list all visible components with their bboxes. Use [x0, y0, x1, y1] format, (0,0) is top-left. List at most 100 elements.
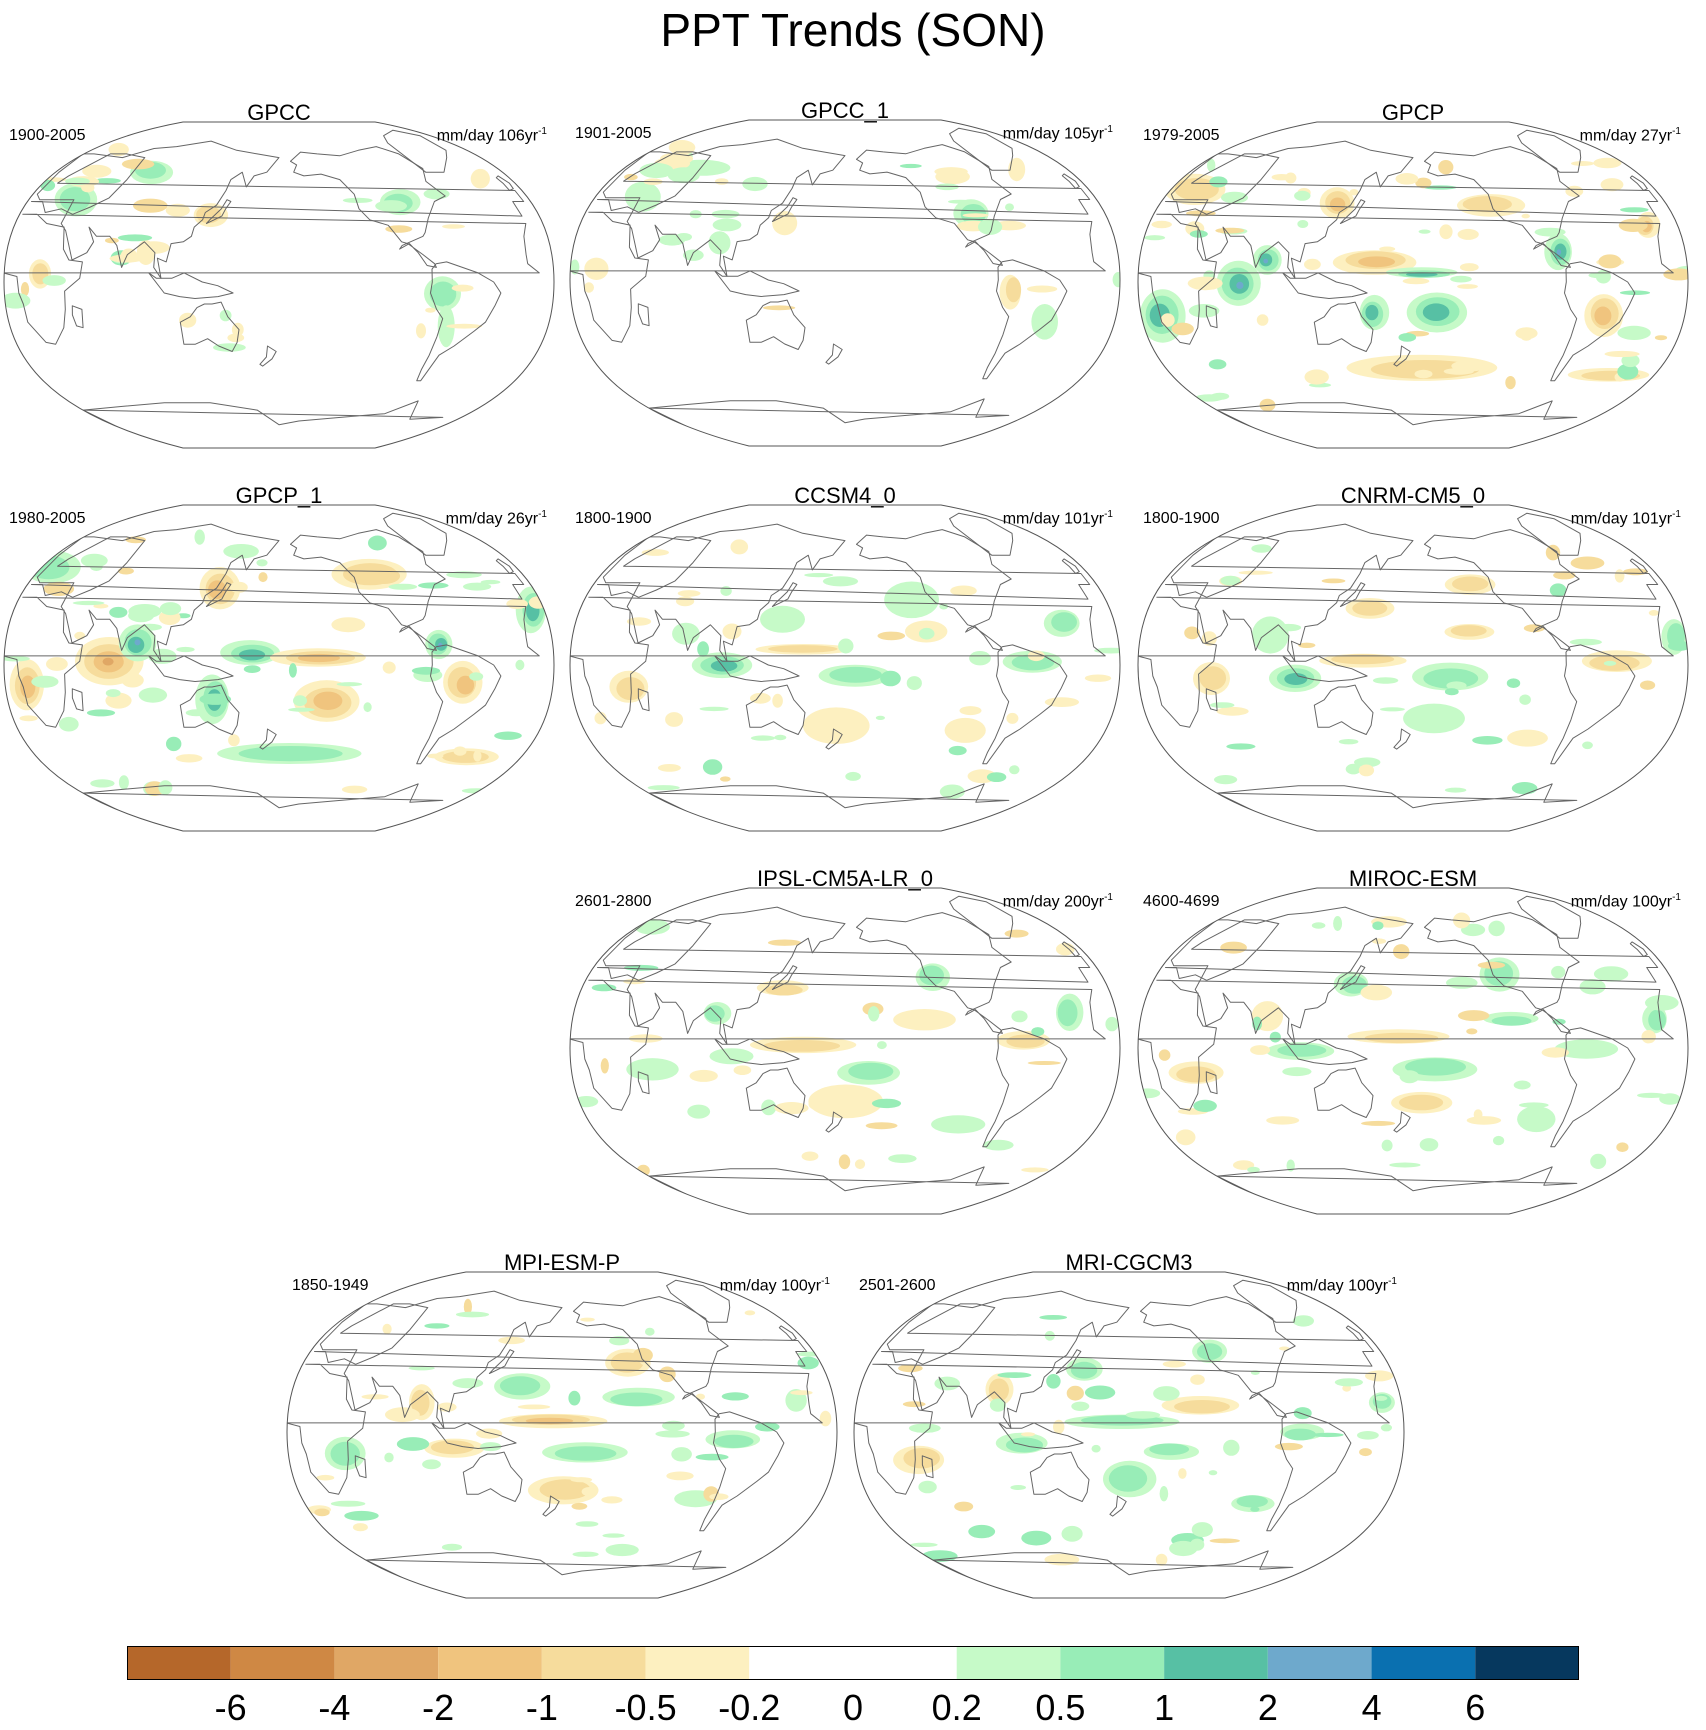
trend-patch [935, 169, 970, 185]
coastline-africa [570, 979, 1106, 1111]
trend-patch [1399, 1070, 1420, 1084]
trend-blob [470, 168, 490, 189]
trend-patch [1321, 578, 1346, 584]
coastline-south-america [1550, 261, 1636, 382]
trend-patch [368, 535, 387, 551]
panel-units: mm/day 100yr-1 [1571, 888, 1681, 912]
trend-patch [983, 1139, 1014, 1151]
trend-patch [1044, 697, 1079, 707]
trend-patch [1545, 544, 1561, 561]
trend-patch [1138, 1088, 1161, 1099]
trend-patch [427, 753, 444, 759]
trend-patch [93, 178, 121, 184]
trend-blob [313, 691, 343, 710]
trend-patch [978, 218, 1003, 235]
coastline-south-america [1550, 1027, 1636, 1148]
coastline-europe-asia-west [597, 536, 1091, 600]
trend-patch [1105, 1016, 1119, 1032]
trend-patch [1553, 571, 1576, 580]
trend-blob [624, 181, 661, 212]
trend-patch [1250, 1045, 1271, 1055]
trend-patch [494, 731, 522, 740]
coastline-asia [319, 1290, 563, 1429]
trend-patch [43, 581, 75, 596]
trend-patch [1444, 688, 1459, 696]
trend-patch [605, 1543, 639, 1557]
trend-patch [572, 1551, 599, 1557]
coastline-europe-asia-west [31, 536, 525, 600]
coastline-greenland [949, 895, 1014, 939]
trend-patch [1604, 350, 1640, 358]
trend-patch [1294, 190, 1311, 201]
coastline-asia [886, 1290, 1130, 1429]
map-svg [286, 1271, 838, 1599]
trend-patch [1266, 1116, 1300, 1125]
trend-blob [411, 1389, 430, 1416]
trend-patch [80, 553, 108, 568]
trend-patch [1438, 160, 1454, 175]
trend-blob [1554, 1039, 1619, 1059]
coastline-europe-asia-west [881, 1303, 1375, 1367]
trend-blob [330, 1441, 360, 1466]
trend-patch [342, 197, 373, 203]
map-panel: MIROC-ESM 4600-4699 mm/day 100yr-1 [1135, 866, 1691, 1216]
trend-patch [1360, 984, 1393, 1001]
trend-blob [1403, 703, 1465, 734]
trend-patch [1286, 1159, 1295, 1172]
trend-patch [1027, 1061, 1061, 1065]
trend-patch [422, 1459, 441, 1470]
units-exponent: -1 [1104, 509, 1113, 520]
trend-patch [939, 784, 965, 799]
coastline-uk [1061, 558, 1080, 574]
trend-blob [1251, 616, 1289, 654]
colorbar-tick-label: -0.2 [718, 1687, 781, 1728]
trend-patch [344, 1510, 379, 1521]
trend-field [1138, 895, 1681, 1210]
coastline-south-america [1550, 644, 1636, 765]
trend-patch [750, 692, 771, 704]
trend-patch [804, 573, 834, 578]
trend-blob [1648, 1009, 1666, 1031]
trend-blob [1176, 1066, 1216, 1083]
trend-patch [845, 771, 861, 781]
colorbar-tick-label: 0 [842, 1687, 864, 1728]
trend-patch [1271, 174, 1292, 181]
trend-patch [382, 1323, 392, 1335]
trend-blob [1491, 1016, 1532, 1026]
trend-patch [165, 203, 190, 217]
trend-patch [480, 1442, 502, 1452]
trend-patch [213, 343, 246, 352]
trend-patch [223, 544, 259, 559]
coastline-new-zealand [1393, 345, 1411, 367]
colorbar-box [853, 1646, 957, 1680]
trend-patch [1640, 680, 1656, 690]
trend-patch [1009, 765, 1020, 775]
trend-patch [1160, 313, 1175, 327]
trend-patch [1466, 1116, 1502, 1125]
coastline-south-america [982, 259, 1068, 380]
trend-patch [950, 585, 977, 597]
trend-patch [1361, 1120, 1396, 1126]
trend-patch [385, 225, 413, 233]
trend-patch [455, 1311, 490, 1318]
trend-patch [1158, 1049, 1171, 1061]
trend-patch [939, 603, 949, 610]
trend-patch [969, 651, 991, 666]
trend-field [570, 512, 1120, 827]
trend-blob [59, 187, 91, 212]
trend-patch [1345, 763, 1362, 775]
coastline-asia [1170, 140, 1414, 279]
trend-patch [666, 1471, 694, 1481]
coastline-indonesia [998, 1422, 1084, 1449]
trend-patch [1031, 1027, 1045, 1037]
trend-patch [959, 706, 982, 716]
coastline-greenland [1517, 895, 1582, 939]
coastline-europe-asia-west [31, 153, 525, 217]
panel-period: 1850-1949 [292, 1277, 369, 1294]
coastline-south-america [416, 644, 502, 765]
coastline-uk [778, 1325, 797, 1341]
trend-blob [1341, 976, 1367, 994]
units-exponent: -1 [1672, 126, 1681, 137]
trend-blob [102, 657, 114, 666]
coastline-indonesia [714, 655, 800, 682]
